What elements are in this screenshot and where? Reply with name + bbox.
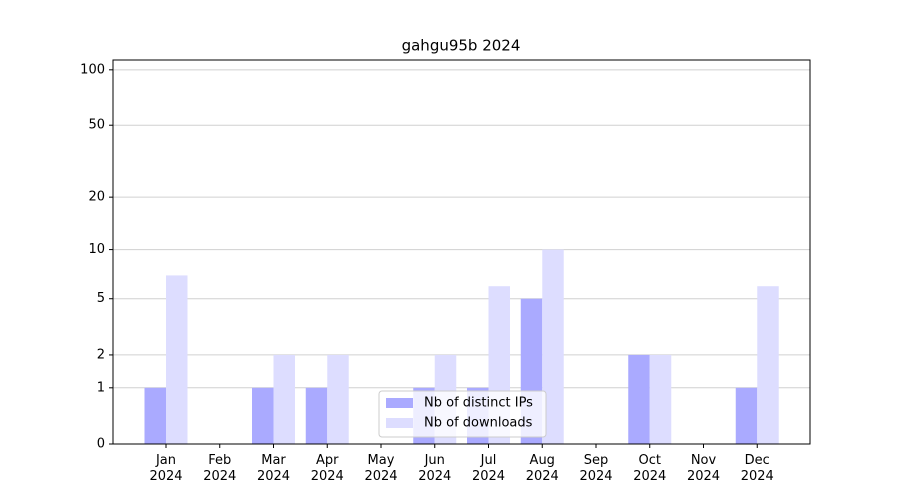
legend-label: Nb of downloads xyxy=(424,416,533,431)
bar xyxy=(273,354,295,444)
y-tick-label: 1 xyxy=(97,380,105,395)
x-tick-label: Feb 2024 xyxy=(203,453,237,484)
x-tick-label: Aug 2024 xyxy=(525,453,559,484)
bar xyxy=(166,275,188,444)
y-tick-label: 20 xyxy=(88,190,105,205)
legend: Nb of distinct IPs Nb of downloads xyxy=(378,390,547,438)
x-tick-label: Apr 2024 xyxy=(310,453,344,484)
bar xyxy=(735,387,758,444)
chart-title: gahgu95b 2024 xyxy=(402,37,521,55)
legend-label: Nb of distinct IPs xyxy=(424,396,533,411)
legend-swatch xyxy=(386,398,413,408)
y-tick-label: 10 xyxy=(88,242,105,257)
bar xyxy=(252,387,274,444)
bar xyxy=(327,354,349,444)
y-tick-label: 5 xyxy=(97,291,105,306)
bar xyxy=(757,286,779,444)
x-tick-label: Mar 2024 xyxy=(256,453,291,484)
bar xyxy=(542,249,564,444)
bar xyxy=(305,387,328,444)
x-tick-label: Oct 2024 xyxy=(633,453,667,484)
y-tick-label: 2 xyxy=(97,347,105,362)
legend-box xyxy=(378,390,547,438)
y-tick-label: 0 xyxy=(97,437,105,452)
x-tick-label: Jun 2024 xyxy=(418,453,452,484)
bar xyxy=(649,354,672,444)
x-tick-label: Dec 2024 xyxy=(740,453,774,484)
legend-swatch xyxy=(386,418,413,428)
y-tick-label: 50 xyxy=(88,118,105,133)
plot-frame xyxy=(112,59,811,445)
bar xyxy=(628,354,650,444)
x-tick-label: Sep 2024 xyxy=(579,453,613,484)
x-tick-label: Nov 2024 xyxy=(686,453,721,484)
x-tick-label: Jan 2024 xyxy=(149,453,183,484)
y-tick-label: 100 xyxy=(80,62,105,77)
bar xyxy=(144,387,166,444)
x-tick-label: May 2024 xyxy=(364,453,398,484)
x-tick-label: Jul 2024 xyxy=(471,453,506,484)
